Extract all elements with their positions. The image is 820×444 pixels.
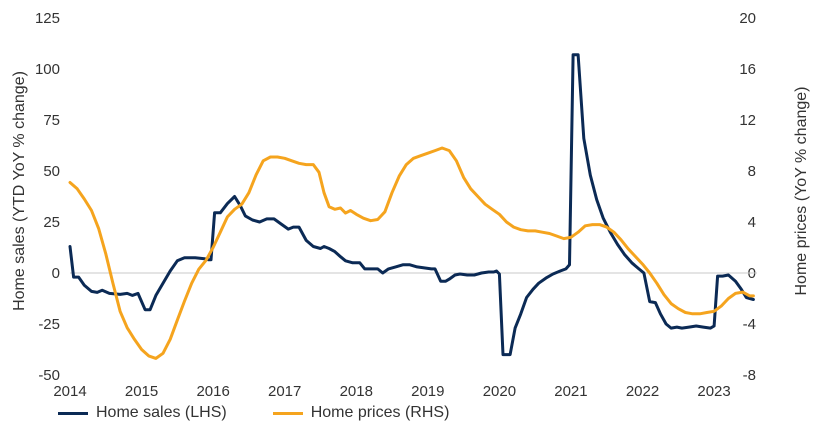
right-axis-title: Home prices (YoY % change) [793, 87, 810, 296]
left-tick-label: 75 [43, 112, 60, 129]
x-tick-label: 2014 [53, 383, 86, 400]
x-tick-label: 2017 [268, 383, 301, 400]
x-tick-label: 2021 [554, 383, 587, 400]
right-tick-label: 20 [739, 10, 756, 27]
x-tick-label: 2020 [483, 383, 516, 400]
left-tick-label: 25 [43, 214, 60, 231]
legend-swatch-home-prices [272, 411, 303, 415]
x-tick-label: 2022 [626, 383, 659, 400]
right-tick-label: 16 [739, 61, 756, 78]
right-tick-label: 8 [748, 163, 756, 180]
left-tick-label: -50 [38, 367, 60, 384]
x-tick-label: 2023 [697, 383, 730, 400]
right-tick-label: 12 [739, 112, 756, 129]
x-tick-label: 2018 [340, 383, 373, 400]
x-tick-label: 2016 [196, 383, 229, 400]
left-axis-ticks: 125 100 75 50 25 0 -25 -50 [35, 10, 60, 384]
left-tick-label: -25 [38, 316, 60, 333]
right-tick-label: -4 [743, 316, 756, 333]
x-axis-ticks: 2014 2015 2016 2017 2018 2019 2020 2021 2022 2023 [53, 383, 730, 400]
right-tick-label: -8 [743, 367, 756, 384]
x-tick-label: 2019 [411, 383, 444, 400]
legend-item-home-prices: Home prices (RHS) [272, 404, 450, 422]
series-line-home-sales [68, 53, 755, 357]
series-lines [68, 53, 755, 360]
legend-item-home-sales: Home sales (LHS) [58, 404, 227, 422]
left-tick-label: 50 [43, 163, 60, 180]
right-tick-label: 4 [748, 214, 756, 231]
legend-label-home-prices: Home prices (RHS) [310, 404, 450, 421]
series-line-home-prices [68, 146, 755, 360]
left-tick-label: 0 [52, 265, 60, 282]
legend-label-home-sales: Home sales (LHS) [96, 404, 227, 421]
left-tick-label: 100 [35, 61, 60, 78]
legend-swatch-home-sales [58, 411, 88, 415]
left-axis-title: Home sales (YTD YoY % change) [11, 71, 28, 311]
legend: Home sales (LHS) Home prices (RHS) [58, 404, 449, 422]
x-tick-label: 2015 [125, 383, 158, 400]
left-tick-label: 125 [35, 10, 60, 27]
